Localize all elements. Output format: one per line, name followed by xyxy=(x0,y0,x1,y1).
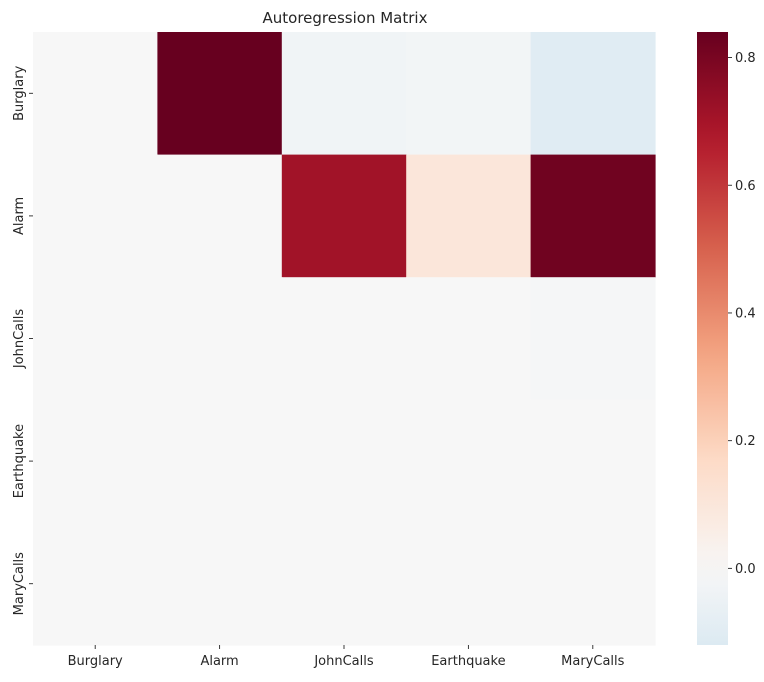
x-tick-label-marycalls: MaryCalls xyxy=(561,654,624,669)
x-tick-label-earthquake: Earthquake xyxy=(431,654,505,669)
heatmap-cell-marycalls-alarm xyxy=(157,522,283,646)
colorbar-tick-label: 0.8 xyxy=(735,51,756,66)
y-tick-label-alarm: Alarm xyxy=(12,197,27,235)
heatmap-cell-burglary-earthquake xyxy=(406,32,532,156)
colorbar: 0.0 0.2 0.4 0.6 0.8 xyxy=(697,32,756,645)
heatmap-cell-johncalls-burglary xyxy=(33,277,158,401)
heatmap-cell-johncalls-alarm xyxy=(157,277,283,401)
heatmap-cell-burglary-burglary xyxy=(33,32,158,156)
colorbar-tick-label: 0.0 xyxy=(735,562,756,577)
heatmap-cell-burglary-marycalls xyxy=(530,32,656,156)
colorbar-gradient xyxy=(697,32,728,645)
x-axis-tick-labels: Burglary Alarm JohnCalls Earthquake MaryCall… xyxy=(68,645,625,669)
heatmap-cell-alarm-johncalls xyxy=(281,154,407,278)
colorbar-tick-label: 0.2 xyxy=(735,434,756,449)
heatmap-cell-marycalls-burglary xyxy=(33,522,158,646)
heatmap-cell-earthquake-marycalls xyxy=(530,399,656,523)
heatmap-cell-johncalls-marycalls xyxy=(530,277,656,401)
colorbar-tick-label: 0.6 xyxy=(735,179,756,194)
heatmap-cell-alarm-alarm xyxy=(157,154,283,278)
heatmap-cell-burglary-alarm xyxy=(157,32,283,156)
heatmap-cell-burglary-johncalls xyxy=(281,32,407,156)
heatmap-cell-earthquake-burglary xyxy=(33,399,158,523)
heatmap-cells xyxy=(33,32,656,646)
heatmap-cell-alarm-marycalls xyxy=(530,154,656,278)
x-tick-label-johncalls: JohnCalls xyxy=(313,654,374,669)
heatmap-cell-marycalls-earthquake xyxy=(406,522,532,646)
heatmap-cell-johncalls-earthquake xyxy=(406,277,532,401)
y-axis-tick-labels: Burglary Alarm JohnCalls Earthquake MaryCall… xyxy=(12,65,33,615)
heatmap-cell-alarm-burglary xyxy=(33,154,158,278)
heatmap-cell-earthquake-alarm xyxy=(157,399,283,523)
heatmap-cell-johncalls-johncalls xyxy=(281,277,407,401)
heatmap-cell-alarm-earthquake xyxy=(406,154,532,278)
y-tick-label-johncalls: JohnCalls xyxy=(12,309,27,370)
chart-title: Autoregression Matrix xyxy=(263,9,428,27)
colorbar-tick-label: 0.4 xyxy=(735,306,756,321)
heatmap-cell-marycalls-johncalls xyxy=(281,522,407,646)
y-tick-label-burglary: Burglary xyxy=(12,65,27,120)
heatmap-cell-earthquake-johncalls xyxy=(281,399,407,523)
x-tick-label-alarm: Alarm xyxy=(200,654,238,669)
heatmap-cell-earthquake-earthquake xyxy=(406,399,532,523)
y-tick-label-marycalls: MaryCalls xyxy=(12,552,27,615)
x-tick-label-burglary: Burglary xyxy=(68,654,123,669)
heatmap-cell-marycalls-marycalls xyxy=(530,522,656,646)
y-tick-label-earthquake: Earthquake xyxy=(12,424,27,498)
